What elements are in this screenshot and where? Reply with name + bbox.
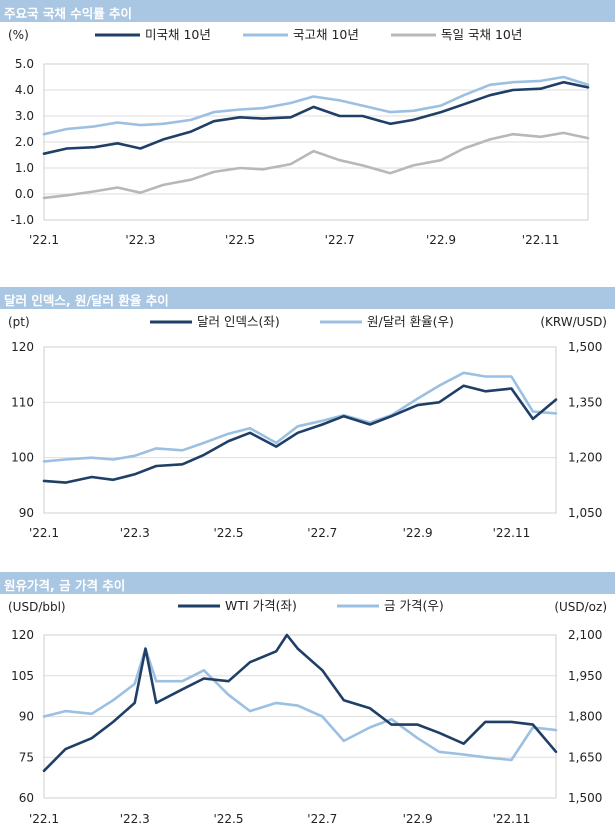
x-tick-label: '22.1 — [29, 526, 59, 540]
y-tick-label: -1.0 — [11, 213, 34, 227]
series-line — [42, 131, 590, 200]
x-tick-label: '22.3 — [125, 233, 155, 247]
legend-label: 달러 인덱스(좌) — [197, 314, 280, 329]
chart-panel-dollar-index-krw: 달러 인덱스, 원/달러 환율 추이 90 100 110 120 1,050 1,200… — [0, 287, 615, 552]
series-line — [42, 384, 558, 484]
chart-oil-gold: 60 75 90 105 120 1,500 1,650 1,800 1,950 2,100 '22… — [8, 598, 607, 826]
x-tick-label: '22.7 — [307, 812, 337, 826]
y-right-tick-label: 1,500 — [568, 791, 602, 805]
x-tick-label: '22.9 — [403, 526, 433, 540]
left-unit-label: (%) — [8, 28, 29, 42]
y-tick-label: 4.0 — [15, 83, 34, 97]
y-tick-label: 1.0 — [15, 161, 34, 175]
legend-label: 금 가격(우) — [384, 598, 444, 613]
y-tick-label: 0.0 — [15, 187, 34, 201]
y-right-tick-label: 1,350 — [568, 395, 602, 409]
plot-frame — [43, 346, 557, 514]
panel-header: 주요국 국채 수익률 추이 — [0, 0, 615, 22]
y-tick-label: 5.0 — [15, 57, 34, 71]
y-tick-label: 2.0 — [15, 135, 34, 149]
y-right-tick-label: 1,950 — [568, 669, 602, 683]
y-tick-label: 110 — [11, 395, 34, 409]
y-tick-label: 90 — [19, 710, 34, 724]
y-tick-label: 100 — [11, 451, 34, 465]
legend-label: 독일 국채 10년 — [441, 27, 522, 42]
x-tick-label: '22.9 — [403, 812, 433, 826]
series-line — [42, 80, 590, 155]
y-tick-label: 90 — [19, 506, 34, 520]
x-tick-label: '22.5 — [225, 233, 255, 247]
series-line — [42, 633, 558, 773]
y-tick-label: 75 — [19, 750, 34, 764]
x-tick-label: '22.9 — [426, 233, 456, 247]
y-right-tick-label: 1,050 — [568, 506, 602, 520]
panel-header: 원유가격, 금 가격 추이 — [0, 572, 615, 594]
x-tick-label: '22.7 — [325, 233, 355, 247]
panel-title: 주요국 국채 수익률 추이 — [4, 6, 133, 21]
y-tick-label: 3.0 — [15, 109, 34, 123]
legend-label: WTI 가격(좌) — [225, 598, 297, 613]
y-right-tick-label: 1,650 — [568, 750, 602, 764]
legend-label: 원/달러 환율(우) — [367, 314, 454, 329]
x-tick-label: '22.11 — [493, 812, 531, 826]
y-tick-label: 120 — [11, 340, 34, 354]
chart-dollar-index-krw: 90 100 110 120 1,050 1,200 1,350 1,500 '22.1 '22.… — [8, 314, 607, 540]
x-tick-label: '22.1 — [29, 233, 59, 247]
panel-title: 원유가격, 금 가격 추이 — [4, 578, 126, 593]
x-tick-label: '22.7 — [307, 526, 337, 540]
y-tick-label: 120 — [11, 628, 34, 642]
chart-bond-yields: -1.0 0.0 1.0 2.0 3.0 4.0 5.0 '22.1 '22.3 '22.5 '22… — [8, 27, 590, 247]
x-tick-label: '22.5 — [213, 526, 243, 540]
legend-label: 미국채 10년 — [145, 27, 211, 42]
y-tick-label: 105 — [11, 669, 34, 683]
x-tick-label: '22.3 — [120, 526, 150, 540]
chart-panel-oil-gold: 원유가격, 금 가격 추이 60 75 90 105 120 1,500 1,650 1,80… — [0, 572, 615, 837]
left-unit-label: (USD/bbl) — [8, 600, 66, 614]
legend-label: 국고채 10년 — [293, 27, 359, 42]
series-line — [42, 647, 558, 762]
y-right-tick-label: 1,500 — [568, 340, 602, 354]
x-tick-label: '22.11 — [493, 526, 531, 540]
right-unit-label: (KRW/USD) — [540, 315, 607, 329]
x-tick-label: '22.1 — [29, 812, 59, 826]
series-line — [42, 371, 558, 463]
left-unit-label: (pt) — [8, 315, 30, 329]
panel-header: 달러 인덱스, 원/달러 환율 추이 — [0, 287, 615, 309]
chart-panel-bond-yields: 주요국 국채 수익률 추이 -1.0 0.0 1.0 2.0 3.0 4.0 5.0 '22.… — [0, 0, 615, 265]
series-line — [42, 75, 590, 136]
y-tick-label: 60 — [19, 791, 34, 805]
y-right-tick-label: 2,100 — [568, 628, 602, 642]
x-tick-label: '22.11 — [522, 233, 560, 247]
panel-title: 달러 인덱스, 원/달러 환율 추이 — [4, 293, 169, 308]
y-right-tick-label: 1,800 — [568, 710, 602, 724]
plot-frame — [43, 63, 589, 221]
y-right-tick-label: 1,200 — [568, 451, 602, 465]
x-tick-label: '22.3 — [120, 812, 150, 826]
x-tick-label: '22.5 — [213, 812, 243, 826]
right-unit-label: (USD/oz) — [554, 600, 607, 614]
